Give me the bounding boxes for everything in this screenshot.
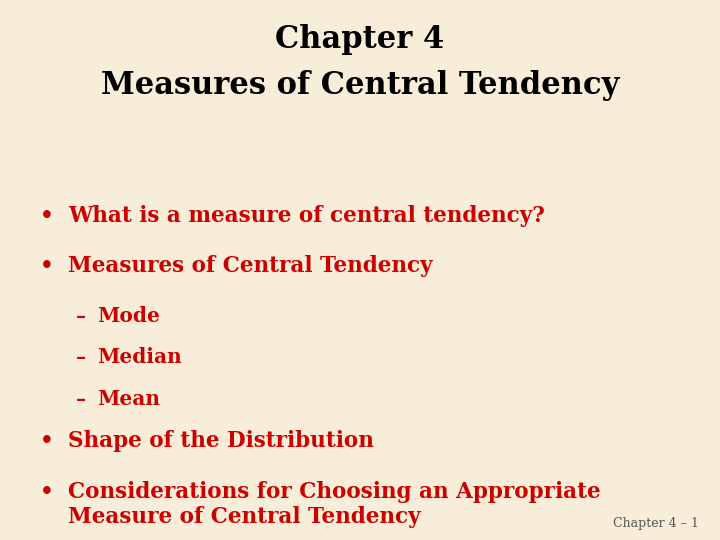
Text: Chapter 4: Chapter 4: [275, 24, 445, 55]
Text: –: –: [76, 389, 86, 409]
Text: Considerations for Choosing an Appropriate
Measure of Central Tendency: Considerations for Choosing an Appropria…: [68, 481, 601, 528]
Text: Measures of Central Tendency: Measures of Central Tendency: [101, 70, 619, 101]
Text: Measures of Central Tendency: Measures of Central Tendency: [68, 255, 433, 278]
Text: Chapter 4 – 1: Chapter 4 – 1: [613, 517, 698, 530]
Text: Median: Median: [97, 347, 182, 367]
Text: •: •: [40, 205, 53, 227]
Text: Mode: Mode: [97, 306, 160, 326]
Text: What is a measure of central tendency?: What is a measure of central tendency?: [68, 205, 545, 227]
Text: •: •: [40, 481, 53, 503]
Text: –: –: [76, 306, 86, 326]
Text: •: •: [40, 430, 53, 453]
Text: –: –: [76, 347, 86, 367]
Text: •: •: [40, 255, 53, 278]
Text: Mean: Mean: [97, 389, 160, 409]
Text: Shape of the Distribution: Shape of the Distribution: [68, 430, 374, 453]
